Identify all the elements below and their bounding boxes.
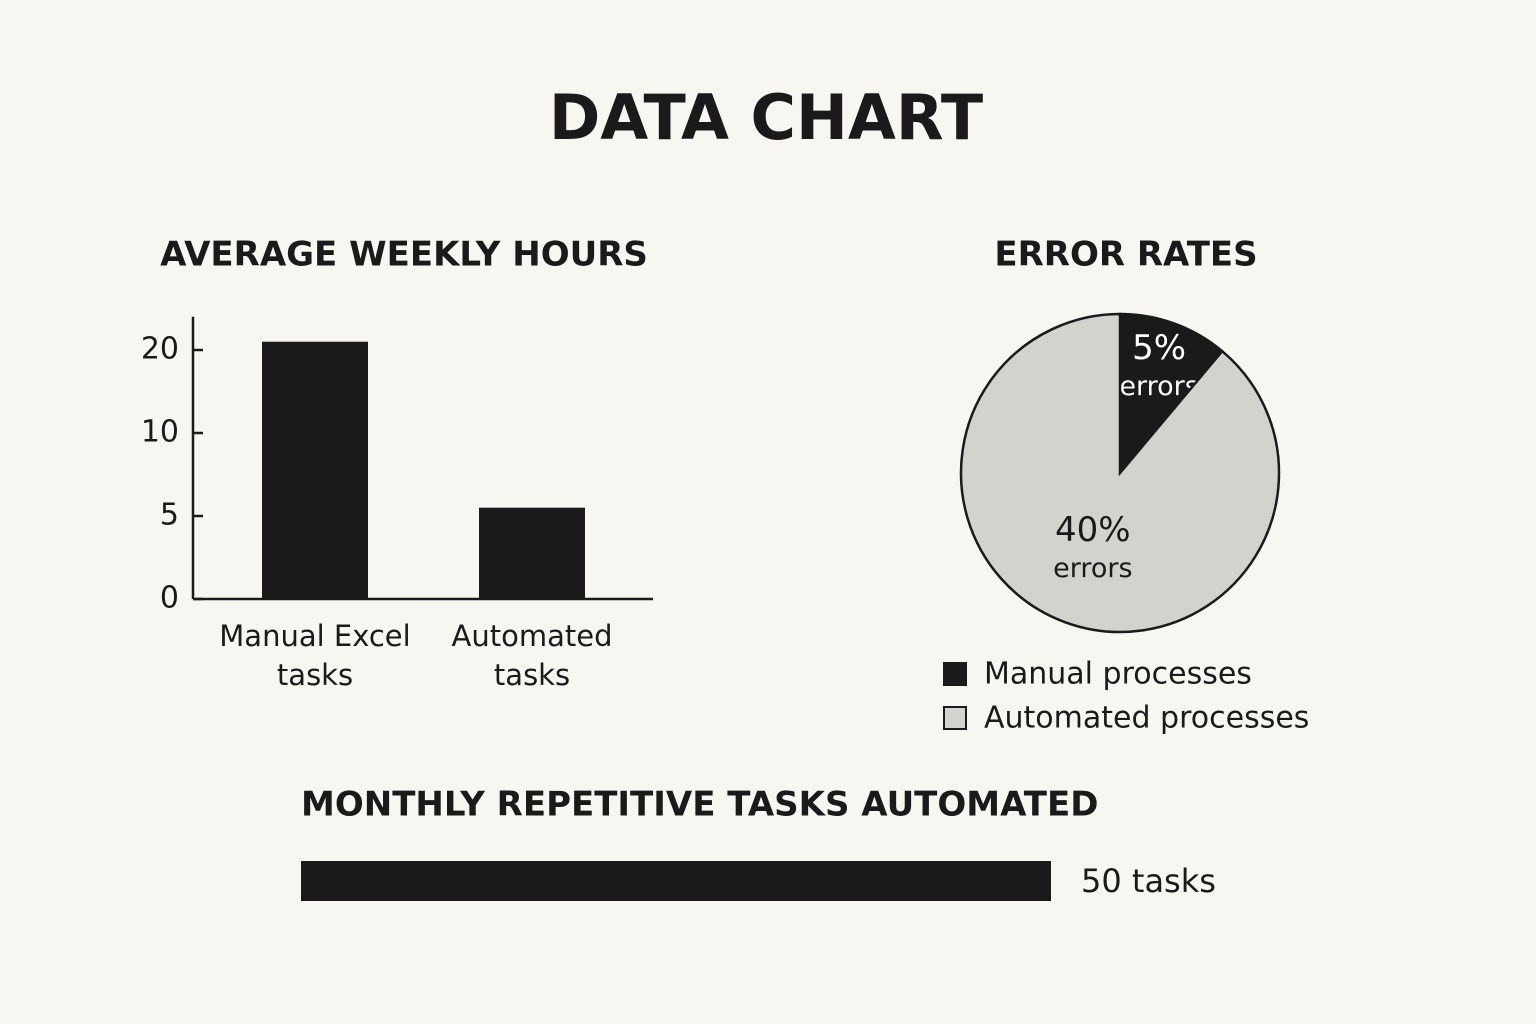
slice-label: 40%	[1055, 510, 1131, 550]
bar	[479, 507, 585, 599]
legend-label: Manual processes	[984, 657, 1252, 692]
x-tick-label: Manual Excel tasks	[219, 619, 411, 692]
bar	[262, 341, 368, 599]
legend-swatch	[943, 706, 967, 730]
pie-slice	[1118, 312, 1224, 477]
legend-swatch	[943, 662, 967, 686]
y-tick-label: 20	[141, 332, 179, 367]
bar	[301, 861, 1051, 901]
chart-title: AVERAGE WEEKLY HOURS	[160, 235, 648, 275]
x-tick-label: Automated tasks	[451, 619, 613, 692]
legend-label: Automated processes	[984, 701, 1309, 736]
y-tick-label: 0	[160, 581, 179, 616]
y-tick-label: 5	[160, 498, 179, 533]
page-title: DATA CHART	[549, 81, 983, 154]
value-label: 50 tasks	[1081, 862, 1216, 900]
slice-label: 5%	[1132, 328, 1186, 368]
chart-title: ERROR RATES	[994, 235, 1257, 275]
slice-note: errors	[1053, 553, 1132, 584]
chart-title: MONTHLY REPETITIVE TASKS AUTOMATED	[301, 785, 1098, 825]
y-tick-label: 10	[141, 415, 179, 450]
pie-slice	[959, 312, 1281, 634]
